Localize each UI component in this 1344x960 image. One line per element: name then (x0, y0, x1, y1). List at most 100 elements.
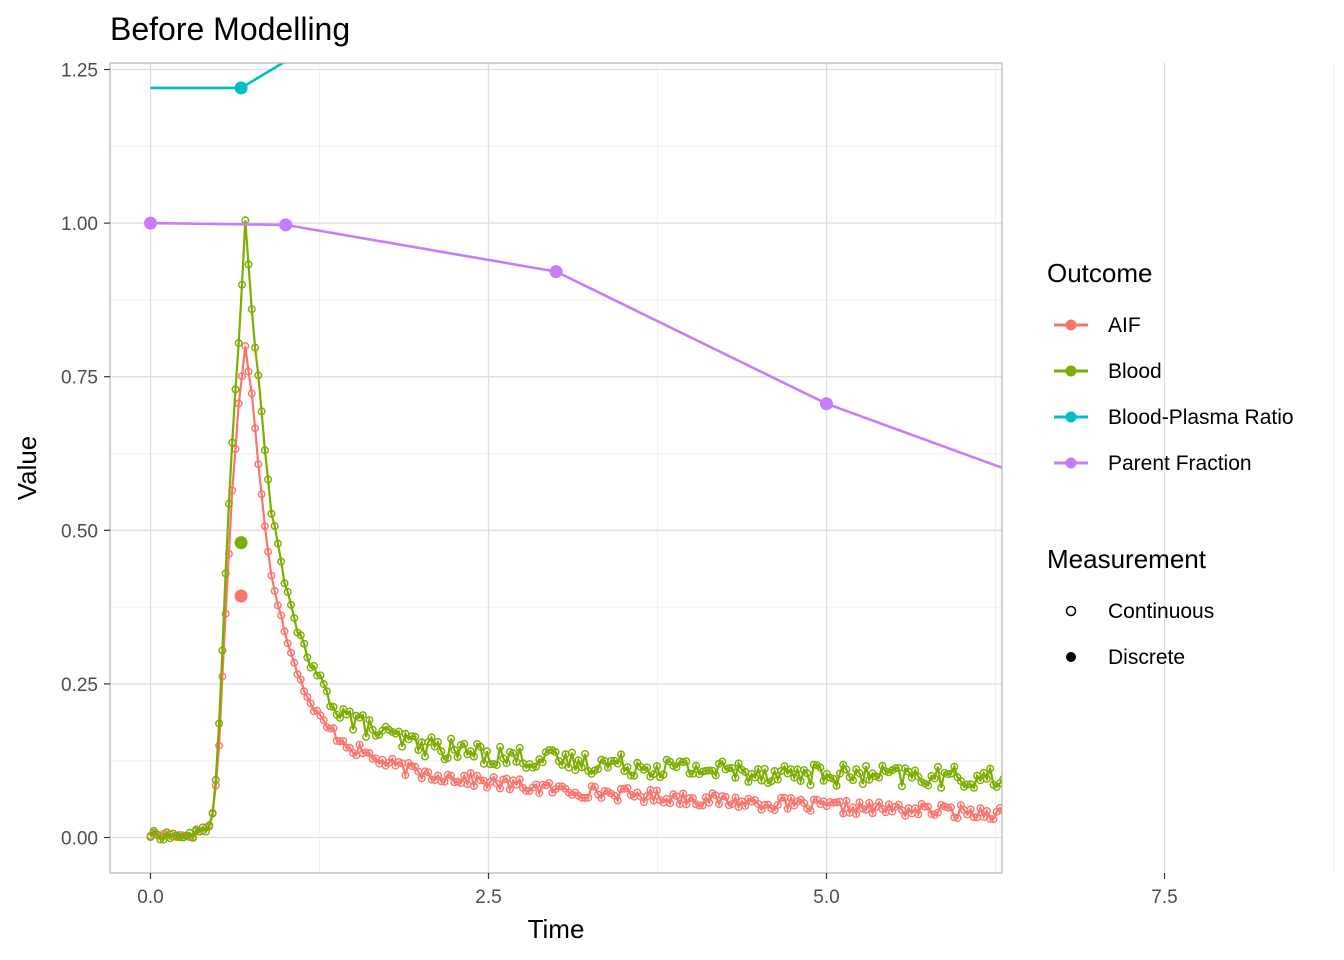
continuous-point (427, 775, 436, 784)
continuous-point (587, 782, 596, 791)
continuous-point (963, 780, 972, 789)
continuous-point (695, 801, 704, 810)
continuous-point (319, 680, 328, 689)
continuous-point (613, 796, 622, 805)
y-tick-label: 0.75 (61, 368, 98, 389)
y-tick-label: 0.25 (61, 675, 98, 696)
continuous-point (407, 732, 416, 741)
continuous-point (620, 784, 629, 793)
continuous-point (790, 773, 799, 782)
continuous-point (594, 765, 603, 774)
continuous-point (342, 743, 351, 752)
chart-title: Before Modelling (110, 11, 350, 47)
continuous-point (855, 798, 864, 807)
continuous-point (368, 725, 377, 734)
x-tick-label: 0.0 (137, 887, 163, 908)
continuous-point (852, 810, 861, 819)
continuous-point (358, 711, 367, 720)
continuous-point (933, 762, 942, 771)
major-gridlines (110, 63, 1166, 873)
continuous-point (685, 769, 694, 778)
series-blood-plasma-ratio (150, 63, 286, 95)
continuous-point (600, 787, 609, 796)
continuous-point (535, 789, 544, 798)
legend-item-continuous: Continuous (1065, 600, 1214, 623)
continuous-point (643, 792, 652, 801)
continuous-point (355, 740, 364, 749)
series-line (150, 221, 1002, 470)
continuous-point (773, 800, 782, 809)
continuous-point (875, 798, 884, 807)
y-axis-label: Value (12, 436, 42, 501)
continuous-point (421, 752, 430, 761)
continuous-point (744, 777, 753, 786)
continuous-point (554, 782, 563, 791)
continuous-point (215, 741, 224, 750)
continuous-point (231, 385, 240, 394)
continuous-point (329, 703, 338, 712)
continuous-point (264, 547, 273, 556)
continuous-point (679, 789, 688, 798)
continuous-point (734, 759, 743, 768)
continuous-point (326, 724, 335, 733)
continuous-point (966, 805, 975, 814)
continuous-point (623, 784, 632, 793)
continuous-point (986, 814, 995, 823)
continuous-point (564, 763, 573, 772)
continuous-point (205, 821, 214, 830)
legend-label: Discrete (1108, 646, 1185, 669)
continuous-point (577, 763, 586, 772)
continuous-point (221, 609, 230, 618)
continuous-point (270, 522, 279, 531)
continuous-point (956, 776, 965, 785)
continuous-point (865, 775, 874, 784)
continuous-point (280, 579, 289, 588)
continuous-point (728, 764, 737, 773)
continuous-point (313, 671, 322, 680)
discrete-point (234, 589, 248, 603)
continuous-point (947, 769, 956, 778)
continuous-point (809, 795, 818, 804)
continuous-point (868, 809, 877, 818)
continuous-point (796, 777, 805, 786)
continuous-point (865, 798, 874, 807)
continuous-point (254, 460, 263, 469)
continuous-point (496, 742, 505, 751)
continuous-point (483, 747, 492, 756)
continuous-point (829, 774, 838, 783)
continuous-point (652, 786, 661, 795)
continuous-point (617, 750, 626, 759)
continuous-point (672, 792, 681, 801)
continuous-point (943, 770, 952, 779)
continuous-point (786, 794, 795, 803)
continuous-point (267, 571, 276, 580)
continuous-point (728, 800, 737, 809)
continuous-point (260, 522, 269, 531)
continuous-point (424, 768, 433, 777)
filled-circle-icon (1066, 652, 1076, 662)
continuous-point (607, 757, 616, 766)
continuous-point (290, 614, 299, 623)
continuous-point (470, 782, 479, 791)
continuous-point (568, 748, 577, 757)
continuous-point (247, 389, 256, 398)
continuous-point (251, 424, 260, 433)
continuous-point (450, 745, 459, 754)
continuous-point (780, 762, 789, 771)
continuous-point (718, 792, 727, 801)
legend-key-point (1065, 365, 1077, 377)
continuous-point (581, 750, 590, 759)
continuous-point (218, 646, 227, 655)
continuous-point (443, 754, 452, 763)
continuous-point (982, 807, 991, 816)
continuous-point (447, 734, 456, 743)
continuous-point (234, 339, 243, 348)
continuous-point (999, 775, 1002, 783)
continuous-point (322, 687, 331, 696)
continuous-point (447, 771, 456, 780)
legend-key-point (1065, 319, 1077, 331)
continuous-point (806, 781, 815, 790)
continuous-point (937, 783, 946, 792)
